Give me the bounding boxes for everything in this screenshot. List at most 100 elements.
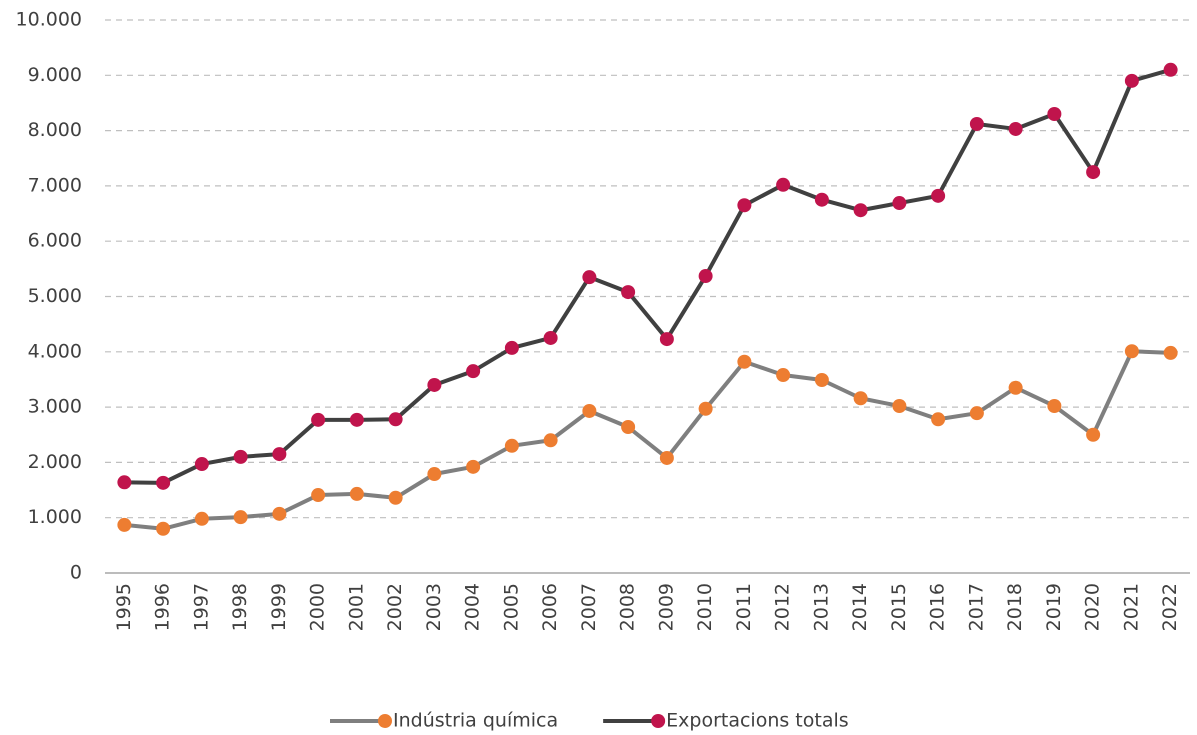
data-point (1008, 380, 1023, 395)
data-point (969, 116, 984, 131)
data-point (1008, 121, 1023, 136)
data-point (582, 270, 597, 285)
data-point (814, 192, 829, 207)
x-tick-label: 2000 (307, 583, 329, 631)
data-point (504, 340, 519, 355)
series-line (124, 67, 1172, 485)
y-tick-label: 3.000 (28, 396, 82, 418)
data-point (272, 506, 287, 521)
data-point (814, 373, 829, 388)
data-point (1163, 345, 1178, 360)
x-tick-label: 2018 (1004, 583, 1026, 631)
data-point (272, 447, 287, 462)
data-point (737, 198, 752, 213)
data-point (117, 517, 132, 532)
y-tick-label: 5.000 (28, 285, 82, 307)
data-point (233, 449, 248, 464)
x-tick-label: 1997 (190, 583, 212, 631)
data-point (931, 188, 946, 203)
data-point (427, 467, 442, 482)
x-tick-label: 2008 (617, 583, 639, 631)
x-tick-label: 2010 (694, 583, 716, 631)
x-tick-label: 2011 (733, 583, 755, 631)
x-tick-label: 2001 (345, 583, 367, 631)
data-point (931, 412, 946, 427)
data-point (1124, 73, 1139, 88)
data-point (1124, 344, 1139, 359)
data-point (621, 285, 636, 300)
y-tick-label: 10.000 (16, 9, 82, 31)
data-point (1163, 62, 1178, 77)
x-tick-label: 1999 (268, 583, 290, 631)
y-tick-label: 9.000 (28, 64, 82, 86)
y-tick-label: 2.000 (28, 451, 82, 473)
data-point (776, 368, 791, 383)
data-point (1047, 398, 1062, 413)
data-point (621, 420, 636, 435)
data-point (194, 457, 209, 472)
x-tick-label: 2019 (1043, 583, 1065, 631)
data-point (853, 391, 868, 406)
x-tick-label: 2016 (927, 583, 949, 631)
data-point (969, 406, 984, 421)
data-point (156, 521, 171, 536)
x-tick-label: 2022 (1159, 583, 1181, 631)
data-point (543, 330, 558, 345)
data-point (156, 475, 171, 490)
data-point (659, 332, 674, 347)
data-point (466, 459, 481, 474)
data-point (698, 401, 713, 416)
x-tick-label: 2004 (462, 583, 484, 631)
data-point (1086, 165, 1101, 180)
data-point (698, 269, 713, 284)
data-point (853, 203, 868, 218)
data-point (194, 511, 209, 526)
data-point (311, 488, 326, 503)
x-tick-label: 2002 (384, 583, 406, 631)
legend-marker (651, 714, 666, 728)
x-tick-label: 2021 (1120, 583, 1142, 631)
data-point (117, 475, 132, 490)
x-tick-label: 2013 (810, 583, 832, 631)
data-point (892, 196, 907, 211)
data-point (233, 510, 248, 525)
x-tick-label: 1996 (152, 583, 174, 631)
data-point (892, 398, 907, 413)
y-tick-label: 4.000 (28, 340, 82, 362)
x-tick-label: 2009 (655, 583, 677, 631)
data-point (659, 450, 674, 465)
data-point (1086, 427, 1101, 442)
y-tick-label: 0 (70, 562, 82, 584)
data-point (737, 354, 752, 369)
legend-label: Exportacions totals (666, 710, 849, 732)
legend-label: Indústria química (393, 710, 558, 732)
y-tick-label: 7.000 (28, 174, 82, 196)
legend-marker (378, 714, 392, 728)
x-tick-label: 1998 (229, 583, 251, 631)
data-point (543, 433, 558, 448)
x-tick-label: 2015 (888, 583, 910, 631)
data-point (311, 412, 326, 427)
data-point (388, 412, 403, 427)
data-point (427, 377, 442, 392)
y-tick-label: 1.000 (28, 506, 82, 528)
x-tick-label: 2006 (539, 583, 561, 631)
y-tick-label: 6.000 (28, 230, 82, 252)
y-tick-label: 8.000 (28, 119, 82, 141)
data-point (776, 177, 791, 192)
data-point (1047, 107, 1062, 122)
data-point (582, 403, 597, 418)
x-tick-label: 2005 (500, 583, 522, 631)
x-tick-label: 2014 (849, 583, 871, 631)
data-point (349, 412, 364, 427)
data-point (388, 490, 403, 505)
x-tick-label: 2020 (1082, 583, 1104, 631)
data-point (349, 486, 364, 501)
data-point (466, 364, 481, 379)
x-tick-label: 2007 (578, 583, 600, 631)
x-tick-label: 2003 (423, 583, 445, 631)
x-tick-label: 1995 (113, 583, 135, 631)
data-point (504, 438, 519, 453)
series-line (124, 349, 1171, 531)
